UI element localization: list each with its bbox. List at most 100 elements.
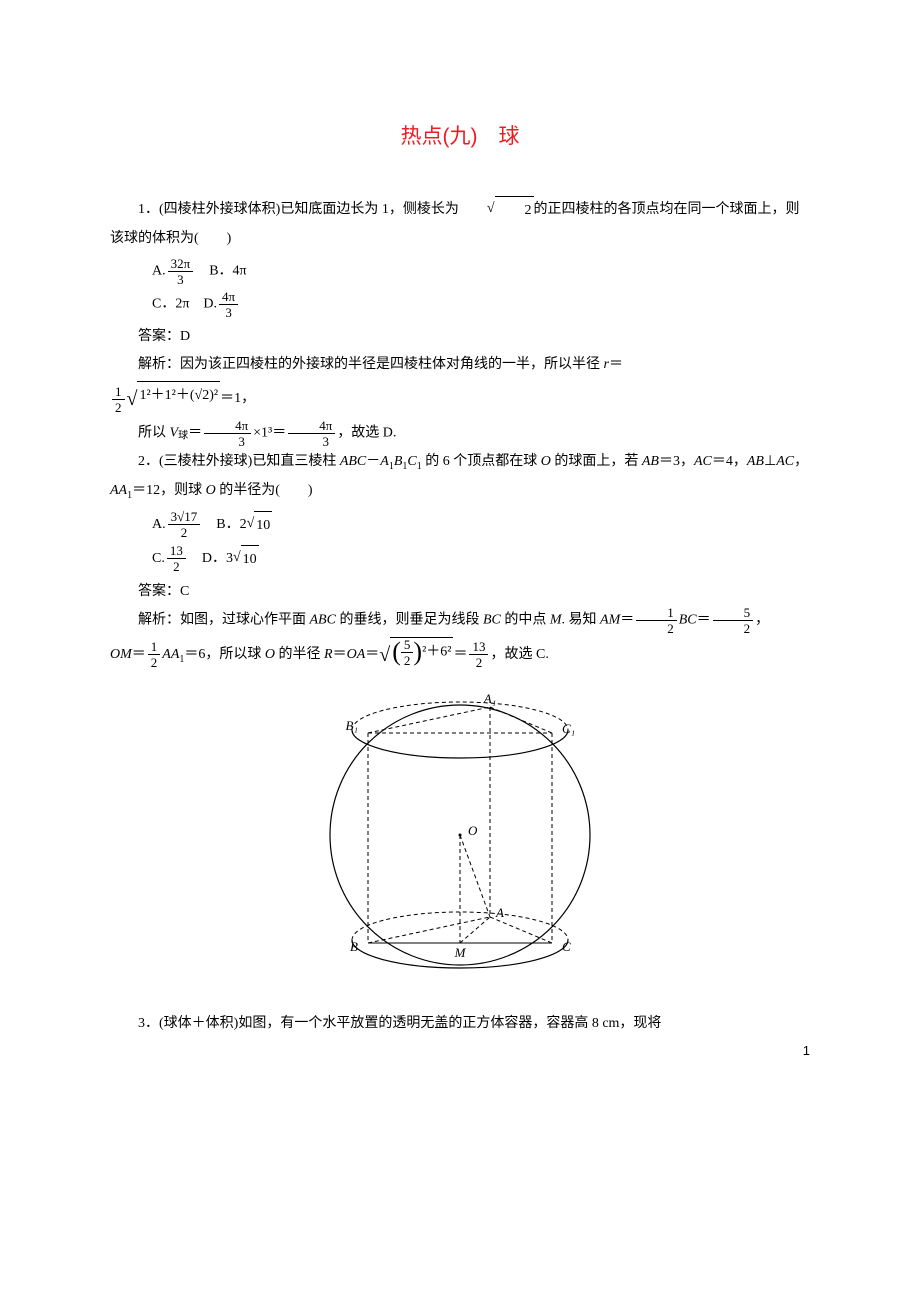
sphere-diagram: A₁ B₁ C₁ O A B C M — [110, 685, 810, 990]
abc2: ABC — [310, 612, 336, 627]
q1-exp-line2: 121²＋1²＋(√2)²＝1， — [110, 379, 810, 419]
q1-answer: 答案：D — [110, 323, 810, 351]
t: ， — [794, 454, 808, 469]
t: ＝ — [609, 357, 623, 372]
t: 所以 — [138, 426, 170, 441]
q2-answer: 答案：C — [110, 578, 810, 606]
t: ＝ — [453, 647, 467, 662]
lbl-C1: C₁ — [562, 721, 575, 736]
t: ＝1， — [220, 391, 255, 406]
page-number: 1 — [803, 1043, 810, 1058]
lbl-A: A — [495, 905, 504, 920]
t: ＝ — [132, 647, 146, 662]
O2: O — [206, 483, 216, 498]
t: － — [366, 454, 380, 469]
abc: ABC — [340, 454, 366, 469]
t: ²＋6² — [422, 644, 451, 659]
q1-stem: 1．(四棱柱外接球体积)已知底面边长为 1，侧棱长为2的正四棱柱的各顶点均在同一… — [110, 195, 810, 253]
frac-4pi3: 4π3 — [204, 419, 251, 448]
q2-exp-line2: OM＝12AA1＝6，所以球 O 的半径 R＝OA＝(52)²＋6²＝132，故… — [110, 635, 810, 675]
q1-optC: C．2π — [152, 297, 189, 312]
t: ＝6，所以球 — [184, 647, 265, 662]
q1-optA: 32π3 — [168, 257, 194, 286]
ab: AB — [642, 454, 659, 469]
t: ＝ — [365, 647, 379, 662]
q1-exp-line3: 所以 V球＝4π3×1³＝4π3，故选 D. — [110, 419, 810, 448]
frac-4pi3b: 4π3 — [288, 419, 335, 448]
t: ，故选 C. — [490, 647, 548, 662]
perp: ⊥ — [764, 454, 776, 469]
frac-52b: 52 — [401, 638, 414, 667]
t: . 易知 — [562, 612, 601, 627]
ac2: AC — [776, 454, 794, 469]
frac-half: 12 — [112, 385, 125, 414]
lbl-B: B — [350, 939, 358, 954]
frac-half-b: 12 — [636, 606, 677, 635]
am: AM — [600, 612, 620, 627]
q2-exp-line1: 解析：如图，过球心作平面 ABC 的垂线，则垂足为线段 BC 的中点 M. 易知… — [110, 606, 810, 635]
R: R — [324, 647, 333, 662]
t: ＝3， — [659, 454, 694, 469]
t: ＝ — [620, 612, 634, 627]
q1-optD: 4π3 — [219, 290, 238, 319]
lbl-B1: B₁ — [346, 718, 358, 733]
q2-row2: C.132 D．310 — [110, 544, 810, 574]
t: ， — [755, 612, 769, 627]
sqrt-2: 2 — [459, 195, 534, 225]
oa: OA — [347, 647, 366, 662]
q2-optD: D．3 — [202, 551, 233, 566]
t: 解析：如图，过球心作平面 — [138, 612, 310, 627]
t: 的球面上，若 — [551, 454, 642, 469]
lbl-M: M — [454, 945, 467, 960]
q2-stem: 2．(三棱柱外接球)已知直三棱柱 ABC－A1B1C1 的 6 个顶点都在球 O… — [110, 448, 810, 506]
t: 的中点 — [501, 612, 550, 627]
om: OM — [110, 647, 132, 662]
bc2: BC — [679, 612, 697, 627]
lparen: ( — [392, 639, 401, 665]
lbl-A1: A₁ — [483, 691, 496, 706]
sqrt10b: 10 — [233, 544, 259, 574]
t: ，故选 D. — [337, 426, 396, 441]
page-title: 热点(九) 球 — [110, 120, 810, 150]
ac: AC — [694, 454, 712, 469]
t: ＝12，则球 — [132, 483, 206, 498]
t: A — [380, 454, 389, 469]
root-big: (52)²＋6² — [379, 635, 453, 675]
rparen: ) — [413, 639, 422, 665]
bc: BC — [483, 612, 501, 627]
q1-row1: A.32π3 B．4π — [110, 257, 810, 286]
O3: O — [265, 647, 275, 662]
lbl-O: O — [468, 823, 478, 838]
lbl-C: C — [562, 939, 571, 954]
t: ×1³＝ — [253, 426, 286, 441]
frac-half-c: 12 — [148, 640, 161, 669]
O: O — [541, 454, 551, 469]
t: 2．(三棱柱外接球)已知直三棱柱 — [138, 454, 340, 469]
q2-optC: 132 — [167, 544, 186, 573]
frac-52: 52 — [713, 606, 754, 635]
q1-optB: B．4π — [209, 264, 246, 279]
q1-exp-line1: 解析：因为该正四棱柱的外接球的半径是四棱柱体对角线的一半，所以半径 r＝ — [110, 351, 810, 379]
q1-stem1: 1．(四棱柱外接球体积)已知底面边长为 1，侧棱长为 — [138, 202, 459, 217]
t: 的半径 — [275, 647, 324, 662]
aa1b: AA — [162, 647, 179, 662]
t: 解析：因为该正四棱柱的外接球的半径是四棱柱体对角线的一半，所以半径 — [138, 357, 604, 372]
aa1: AA — [110, 483, 127, 498]
t: ＝ — [188, 426, 202, 441]
var-v: V — [170, 426, 179, 441]
t: ＝4， — [712, 454, 747, 469]
frac-132: 132 — [469, 640, 488, 669]
sqrt10a: 10 — [247, 510, 273, 540]
t: 的半径为( ) — [216, 483, 313, 498]
q2-row1: A.3√172 B．210 — [110, 510, 810, 540]
root: 1²＋1²＋(√2)² — [127, 379, 221, 419]
t: C — [407, 454, 416, 469]
t: ＝ — [697, 612, 711, 627]
sub: 球 — [178, 431, 188, 442]
t: 的垂线，则垂足为线段 — [336, 612, 483, 627]
t: ＝ — [333, 647, 347, 662]
ab2: AB — [747, 454, 764, 469]
M: M — [550, 612, 562, 627]
q2-optB: B．2 — [216, 517, 246, 532]
q2-optA: 3√172 — [168, 510, 201, 539]
